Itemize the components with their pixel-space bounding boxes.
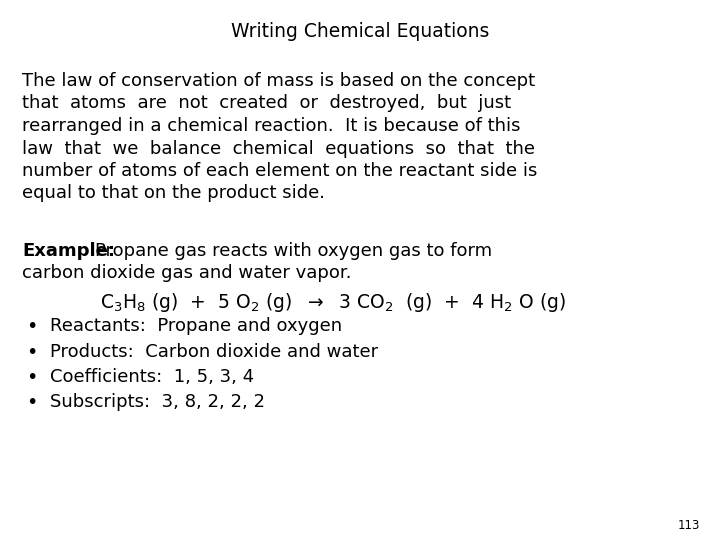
Text: rearranged in a chemical reaction.  It is because of this: rearranged in a chemical reaction. It is…	[22, 117, 521, 135]
Text: •: •	[26, 393, 37, 412]
Text: $\mathregular{C_3H_8}$ (g)  +  5 $\mathregular{O_2}$ (g)  $\rightarrow$  3 $\mat: $\mathregular{C_3H_8}$ (g) + 5 $\mathreg…	[100, 292, 566, 314]
Text: •: •	[26, 318, 37, 336]
Text: Reactants:  Propane and oxygen: Reactants: Propane and oxygen	[50, 318, 342, 335]
Text: Coefficients:  1, 5, 3, 4: Coefficients: 1, 5, 3, 4	[50, 368, 254, 386]
Text: The law of conservation of mass is based on the concept: The law of conservation of mass is based…	[22, 72, 535, 90]
Text: Subscripts:  3, 8, 2, 2, 2: Subscripts: 3, 8, 2, 2, 2	[50, 393, 265, 411]
Text: Example:: Example:	[22, 242, 115, 260]
Text: 113: 113	[678, 519, 700, 532]
Text: Propane gas reacts with oxygen gas to form: Propane gas reacts with oxygen gas to fo…	[95, 242, 492, 260]
Text: •: •	[26, 342, 37, 362]
Text: equal to that on the product side.: equal to that on the product side.	[22, 185, 325, 202]
Text: Writing Chemical Equations: Writing Chemical Equations	[231, 22, 489, 41]
Text: carbon dioxide gas and water vapor.: carbon dioxide gas and water vapor.	[22, 265, 351, 282]
Text: •: •	[26, 368, 37, 387]
Text: Products:  Carbon dioxide and water: Products: Carbon dioxide and water	[50, 342, 378, 361]
Text: law  that  we  balance  chemical  equations  so  that  the: law that we balance chemical equations s…	[22, 139, 535, 158]
Text: number of atoms of each element on the reactant side is: number of atoms of each element on the r…	[22, 162, 537, 180]
Text: that  atoms  are  not  created  or  destroyed,  but  just: that atoms are not created or destroyed,…	[22, 94, 511, 112]
